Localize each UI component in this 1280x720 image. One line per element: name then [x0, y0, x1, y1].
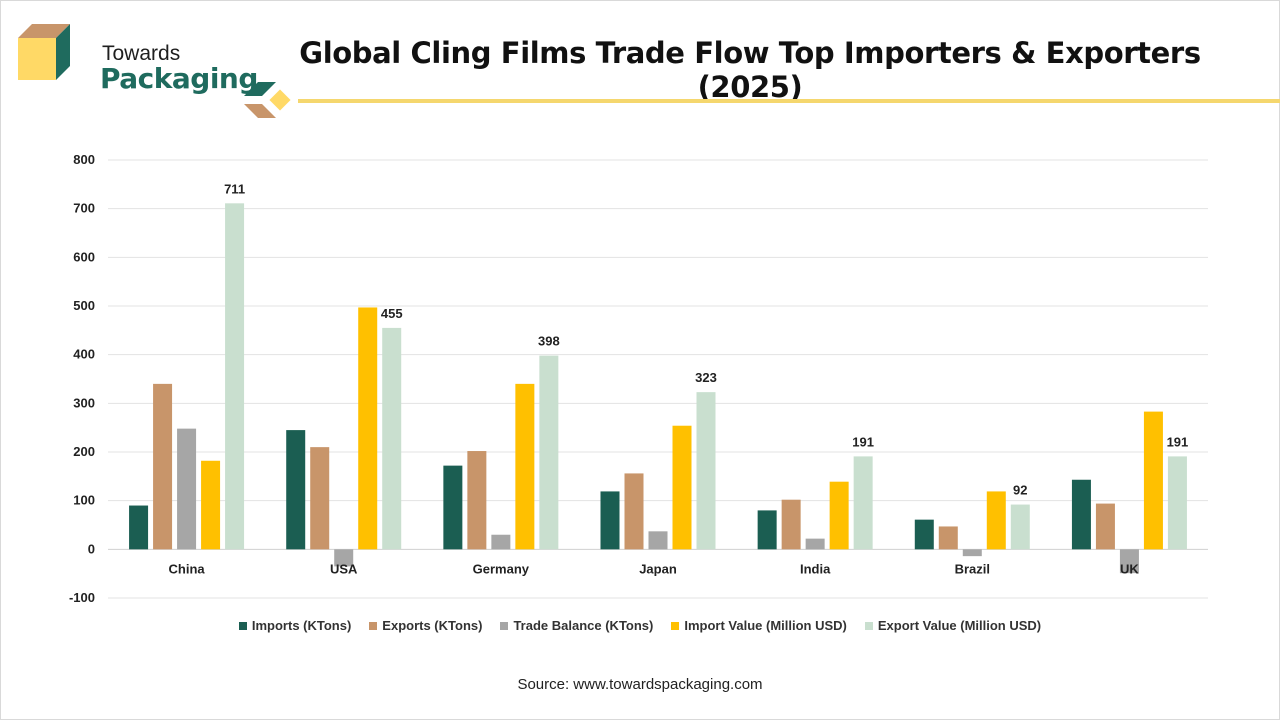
brand-logo: Towards Packaging — [16, 20, 258, 95]
bar-germany-0 — [443, 465, 463, 550]
bar-germany-3 — [515, 383, 535, 550]
bar-india-4 — [853, 456, 873, 550]
y-axis-ticks: -100 0 100 200 300 400 500 600 700 800 — [69, 152, 95, 605]
logo-box-icon — [18, 24, 70, 80]
category-label: India — [800, 561, 831, 576]
y-tick-label: 400 — [73, 347, 95, 362]
bar-japan-2 — [648, 531, 668, 550]
brand-line2: Packaging — [100, 62, 258, 95]
y-tick-label: 500 — [73, 298, 95, 313]
bar-germany-4 — [539, 355, 559, 550]
bar-usa-0 — [286, 430, 306, 550]
category-label: Japan — [639, 561, 677, 576]
bar-germany-2 — [491, 534, 511, 550]
bar-china-4 — [225, 203, 245, 550]
bar-uk-1 — [1095, 503, 1115, 550]
legend-swatch — [238, 621, 247, 630]
data-label: 191 — [1167, 434, 1189, 449]
bar-brazil-4 — [1010, 504, 1030, 550]
bar-china-2 — [177, 428, 197, 550]
chart-legend: Imports (KTons) Exports (KTons) Trade Bala… — [0, 618, 1280, 633]
bar-india-0 — [757, 510, 777, 550]
bar-japan-1 — [624, 473, 644, 550]
data-label: 92 — [1013, 483, 1027, 498]
category-label: Germany — [473, 561, 530, 576]
bar-usa-2 — [334, 549, 354, 567]
legend-label: Export Value (Million USD) — [877, 618, 1042, 633]
grid-lines — [108, 159, 1208, 599]
bar-japan-4 — [696, 392, 716, 550]
y-tick-label: 100 — [73, 493, 95, 508]
data-label: 191 — [852, 434, 874, 449]
legend-item: Export Value (Million USD) — [864, 618, 1042, 633]
bar-usa-3 — [358, 307, 378, 550]
y-tick-label: 600 — [73, 249, 95, 264]
source-note: Source: www.towardspackaging.com — [517, 676, 763, 693]
y-tick-label: 700 — [73, 201, 95, 216]
bar-japan-3 — [672, 425, 692, 550]
bar-usa-1 — [310, 447, 330, 550]
data-label: 398 — [538, 334, 560, 349]
legend-item: Import Value (Million USD) — [671, 618, 847, 633]
bar-china-1 — [153, 383, 173, 550]
y-tick-label: 200 — [73, 444, 95, 459]
data-label: 455 — [381, 306, 403, 321]
data-label: 711 — [224, 181, 245, 196]
bar-india-1 — [781, 499, 801, 550]
bar-series — [129, 203, 1187, 574]
y-tick-label: 800 — [73, 152, 95, 167]
category-label: Brazil — [955, 561, 990, 576]
bar-india-2 — [805, 538, 825, 550]
bar-china-3 — [201, 460, 221, 550]
category-label: UK — [1120, 561, 1139, 576]
y-tick-label: 300 — [73, 395, 95, 410]
legend-swatch — [864, 621, 873, 630]
title-accent-decoration — [244, 82, 1280, 118]
category-label: China — [169, 561, 206, 576]
legend-label: Trade Balance (KTons) — [513, 618, 654, 633]
bar-chart: -100 0 100 200 300 400 500 600 700 800 China USA Ge… — [69, 152, 1208, 605]
bar-uk-3 — [1143, 411, 1163, 550]
legend-label: Exports (KTons) — [382, 618, 483, 633]
data-label: 323 — [695, 370, 717, 385]
data-labels: 711 455 398 323 191 92 191 — [224, 181, 1188, 497]
bar-brazil-0 — [914, 519, 934, 550]
legend-item: Trade Balance (KTons) — [500, 618, 653, 633]
legend-label: Import Value (Million USD) — [684, 618, 847, 633]
bar-brazil-2 — [962, 549, 982, 557]
legend-swatch — [500, 621, 509, 630]
bar-uk-2 — [1119, 549, 1139, 574]
category-label: USA — [330, 561, 358, 576]
brand-line1: Towards — [102, 42, 181, 65]
bar-brazil-3 — [986, 491, 1006, 550]
x-axis-categories: China USA Germany Japan India Brazil UK — [169, 561, 1140, 576]
y-tick-label: -100 — [69, 590, 95, 605]
bar-uk-4 — [1167, 456, 1187, 550]
legend-swatch — [671, 621, 680, 630]
bar-germany-1 — [467, 451, 487, 550]
bar-usa-4 — [382, 327, 402, 550]
bar-japan-0 — [600, 491, 620, 550]
legend-item: Exports (KTons) — [369, 618, 482, 633]
bar-china-0 — [129, 505, 149, 550]
chart-title: Global Cling Films Trade Flow Top Import… — [299, 36, 1201, 104]
bar-brazil-1 — [938, 526, 958, 550]
bar-uk-0 — [1071, 479, 1091, 550]
bar-india-3 — [829, 481, 849, 550]
y-tick-label: 0 — [88, 541, 95, 556]
legend-swatch — [369, 621, 378, 630]
legend-item: Imports (KTons) — [238, 618, 352, 633]
legend-label: Imports (KTons) — [251, 618, 352, 633]
